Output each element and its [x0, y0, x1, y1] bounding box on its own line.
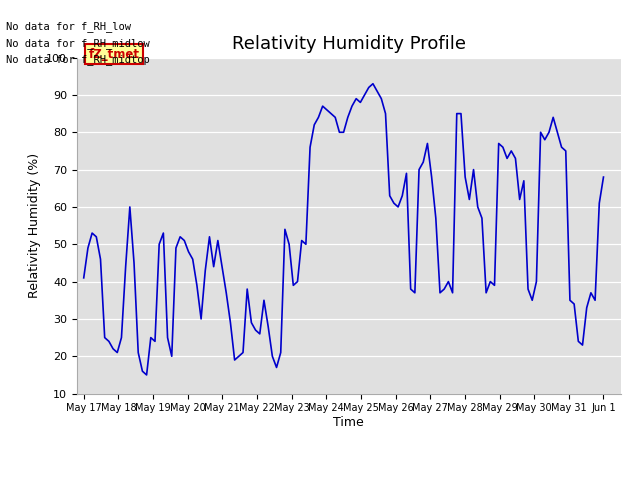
- X-axis label: Time: Time: [333, 416, 364, 429]
- Text: No data for f_RH_midtop: No data for f_RH_midtop: [6, 54, 150, 65]
- Text: fZ_tmet: fZ_tmet: [89, 48, 140, 60]
- Y-axis label: Relativity Humidity (%): Relativity Humidity (%): [28, 153, 40, 298]
- Title: Relativity Humidity Profile: Relativity Humidity Profile: [232, 35, 466, 53]
- Text: No data for f_RH_midlow: No data for f_RH_midlow: [6, 37, 150, 48]
- Text: No data for f_RH_low: No data for f_RH_low: [6, 21, 131, 32]
